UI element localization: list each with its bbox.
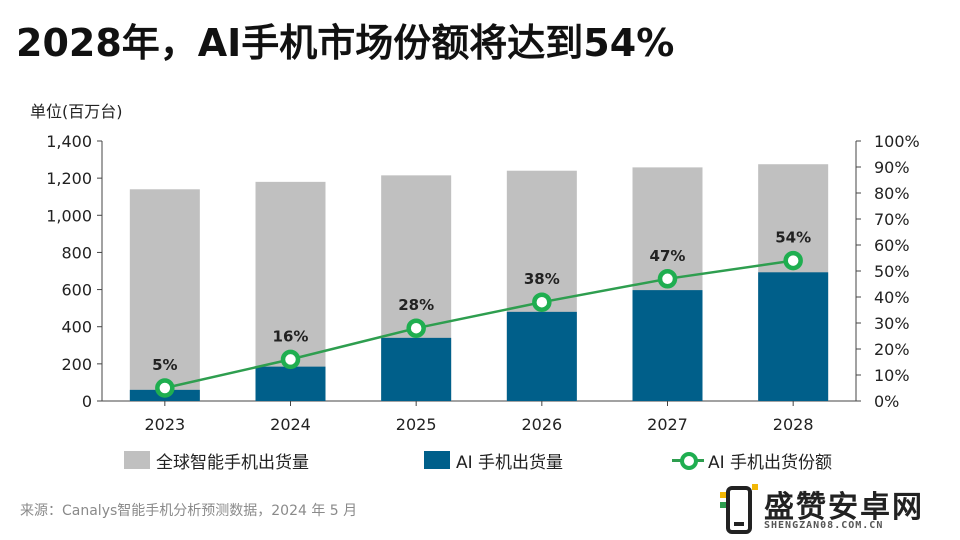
bar-ai-shipments <box>758 272 829 401</box>
share-series-line <box>164 259 794 390</box>
right-axis-tick-label: 40% <box>874 288 910 307</box>
legend-label-total: 全球智能手机出货量 <box>156 452 309 473</box>
bar-ai-shipments <box>506 311 577 401</box>
legend-item-ai: AI 手机出货量 <box>424 448 564 473</box>
x-axis-tick-label: 2023 <box>144 415 185 434</box>
share-point <box>406 318 426 338</box>
right-axis-tick-label: 60% <box>874 236 910 255</box>
chart-title: 2028年，AI手机市场份额将达到54% <box>16 21 675 65</box>
right-axis-tick-label: 100% <box>874 132 920 151</box>
left-axis-tick-label: 600 <box>61 281 92 300</box>
share-point <box>155 378 175 398</box>
left-axis-tick-label: 0 <box>82 392 92 411</box>
source-note: 来源：Canalys智能手机分析预测数据，2024 年 5 月 <box>20 503 358 519</box>
bar-ai-shipments <box>255 366 326 401</box>
bar-ai-shipments <box>381 337 452 401</box>
right-axis-tick-label: 90% <box>874 158 910 177</box>
bar-total-shipments <box>129 189 200 401</box>
share-point <box>657 269 678 289</box>
x-axis-tick-label: 2026 <box>521 415 562 434</box>
x-axis-tick-label: 2027 <box>647 415 688 434</box>
right-axis-tick-label: 0% <box>874 392 899 411</box>
x-axis-tick-label: 2025 <box>396 415 437 434</box>
right-axis-tick-label: 20% <box>874 340 910 359</box>
share-data-label: 16% <box>273 327 309 345</box>
share-point <box>783 250 803 271</box>
share-data-label: 47% <box>650 247 686 265</box>
bar-ai-shipments <box>632 290 703 401</box>
x-axis-tick-label: 2024 <box>270 415 311 434</box>
site-logo: 盛赞安卓网 SHENGZAN08.COM.CN <box>718 482 954 536</box>
right-axis-tick-label: 80% <box>874 184 910 203</box>
share-data-label: 5% <box>152 356 177 374</box>
right-axis-tick-label: 30% <box>874 314 910 333</box>
left-axis-tick-label: 1,200 <box>46 169 92 188</box>
logo-url: SHENGZAN08.COM.CN <box>764 520 884 531</box>
share-point <box>532 292 552 312</box>
right-axis-tick-label: 50% <box>874 262 910 281</box>
legend-label-ai: AI 手机出货量 <box>456 452 564 473</box>
left-axis-tick-label: 400 <box>61 318 92 337</box>
left-axis-tick-label: 200 <box>61 355 92 374</box>
legend-line-marker-icon <box>672 451 704 470</box>
legend-item-total: 全球智能手机出货量 <box>124 448 309 473</box>
share-data-label: 38% <box>524 270 560 288</box>
x-axis-tick-label: 2028 <box>773 415 814 434</box>
left-axis-tick-label: 800 <box>61 243 92 262</box>
share-data-label: 54% <box>775 229 811 247</box>
legend-swatch-total <box>124 451 150 469</box>
left-axis-tick-label: 1,400 <box>46 132 92 151</box>
right-axis-tick-label: 70% <box>874 210 910 229</box>
left-axis-unit-label: 单位(百万台) <box>30 102 123 121</box>
logo-name: 盛赞安卓网 <box>764 490 924 525</box>
phone-icon <box>720 484 758 534</box>
share-point <box>280 349 301 370</box>
legend-label-share: AI 手机出货份额 <box>708 452 833 473</box>
share-data-label: 28% <box>398 296 434 314</box>
legend-swatch-ai <box>424 451 450 469</box>
legend-item-share: AI 手机出货份额 <box>672 448 833 473</box>
left-axis-tick-label: 1,000 <box>46 206 92 225</box>
right-axis-tick-label: 10% <box>874 366 910 385</box>
